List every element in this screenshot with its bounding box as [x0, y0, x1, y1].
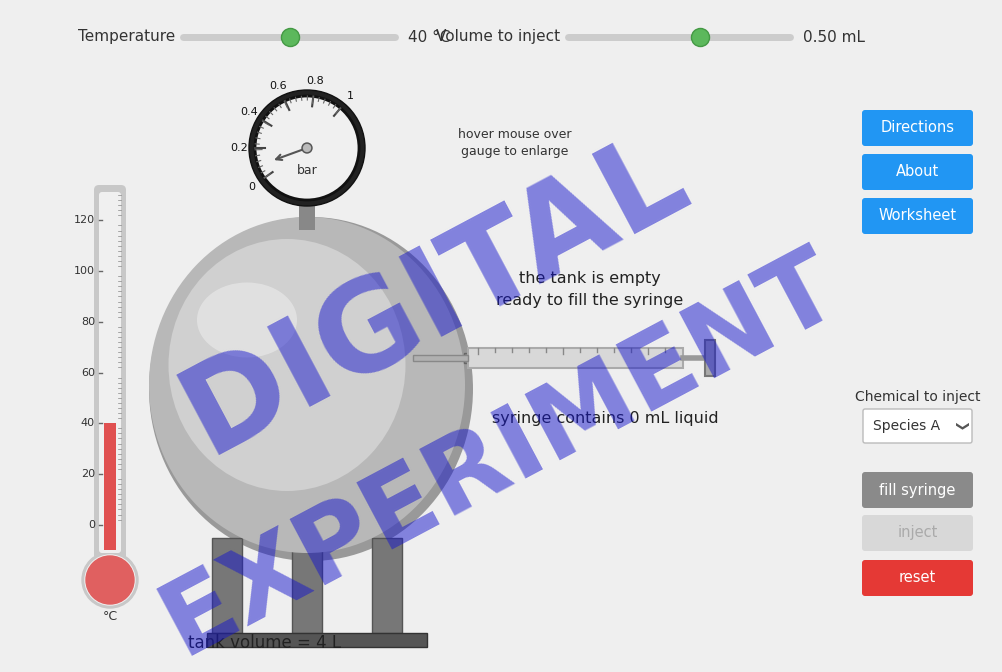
- Text: inject: inject: [898, 526, 938, 540]
- FancyBboxPatch shape: [99, 192, 121, 553]
- Text: ready to fill the syringe: ready to fill the syringe: [496, 292, 683, 308]
- Text: 40 °C: 40 °C: [408, 30, 451, 44]
- Circle shape: [86, 556, 134, 604]
- Text: hover mouse over: hover mouse over: [458, 128, 572, 142]
- Text: 100: 100: [74, 266, 95, 276]
- Text: 0.50 mL: 0.50 mL: [803, 30, 865, 44]
- Bar: [464, 353, 472, 363]
- Circle shape: [82, 552, 138, 608]
- Text: 0: 0: [88, 519, 95, 530]
- Text: 0.2: 0.2: [230, 143, 247, 153]
- Bar: [299, 200, 315, 230]
- Bar: [413, 355, 468, 361]
- Text: 40: 40: [81, 418, 95, 428]
- Bar: [212, 538, 242, 633]
- Text: 60: 60: [81, 368, 95, 378]
- Text: reset: reset: [899, 571, 936, 585]
- Text: 0: 0: [247, 182, 255, 192]
- Text: 1: 1: [348, 91, 355, 101]
- Ellipse shape: [168, 239, 406, 491]
- Text: EXPERIMENT: EXPERIMENT: [145, 235, 855, 672]
- Text: Temperature: Temperature: [78, 30, 175, 44]
- Bar: [292, 538, 322, 633]
- Text: Species A: Species A: [873, 419, 940, 433]
- FancyBboxPatch shape: [863, 409, 972, 443]
- FancyBboxPatch shape: [862, 198, 973, 234]
- Circle shape: [85, 555, 135, 605]
- Text: tank volume = 4 L: tank volume = 4 L: [188, 634, 342, 652]
- Text: fill syringe: fill syringe: [880, 482, 956, 497]
- Text: DIGITAL: DIGITAL: [163, 112, 706, 478]
- FancyBboxPatch shape: [862, 560, 973, 596]
- Text: °C: °C: [102, 610, 117, 623]
- FancyBboxPatch shape: [94, 185, 126, 560]
- Text: ❯: ❯: [954, 421, 967, 431]
- Text: Directions: Directions: [881, 120, 955, 136]
- Bar: [468, 348, 683, 368]
- Bar: [104, 423, 116, 550]
- Circle shape: [302, 143, 312, 153]
- Bar: [705, 340, 715, 376]
- Text: Worksheet: Worksheet: [879, 208, 957, 224]
- Circle shape: [249, 90, 365, 206]
- FancyBboxPatch shape: [862, 515, 973, 551]
- Text: 80: 80: [81, 317, 95, 327]
- Text: Volume to inject: Volume to inject: [436, 30, 560, 44]
- Ellipse shape: [149, 217, 473, 561]
- Text: 0.6: 0.6: [270, 81, 288, 91]
- Ellipse shape: [197, 282, 297, 358]
- Text: About: About: [896, 165, 939, 179]
- Text: gauge to enlarge: gauge to enlarge: [461, 146, 569, 159]
- Circle shape: [255, 96, 359, 200]
- Text: bar: bar: [297, 163, 318, 177]
- Bar: [207, 633, 427, 647]
- Text: the tank is empty: the tank is empty: [519, 271, 661, 286]
- Text: 120: 120: [74, 215, 95, 225]
- Text: 0.4: 0.4: [240, 107, 259, 117]
- Text: Chemical to inject: Chemical to inject: [855, 390, 980, 404]
- FancyBboxPatch shape: [862, 472, 973, 508]
- Text: syringe contains 0 mL liquid: syringe contains 0 mL liquid: [492, 411, 718, 425]
- Circle shape: [303, 144, 311, 152]
- Ellipse shape: [149, 217, 465, 553]
- Bar: [372, 538, 402, 633]
- FancyBboxPatch shape: [862, 154, 973, 190]
- Text: 20: 20: [81, 469, 95, 479]
- FancyBboxPatch shape: [862, 110, 973, 146]
- Text: 0.8: 0.8: [307, 75, 325, 85]
